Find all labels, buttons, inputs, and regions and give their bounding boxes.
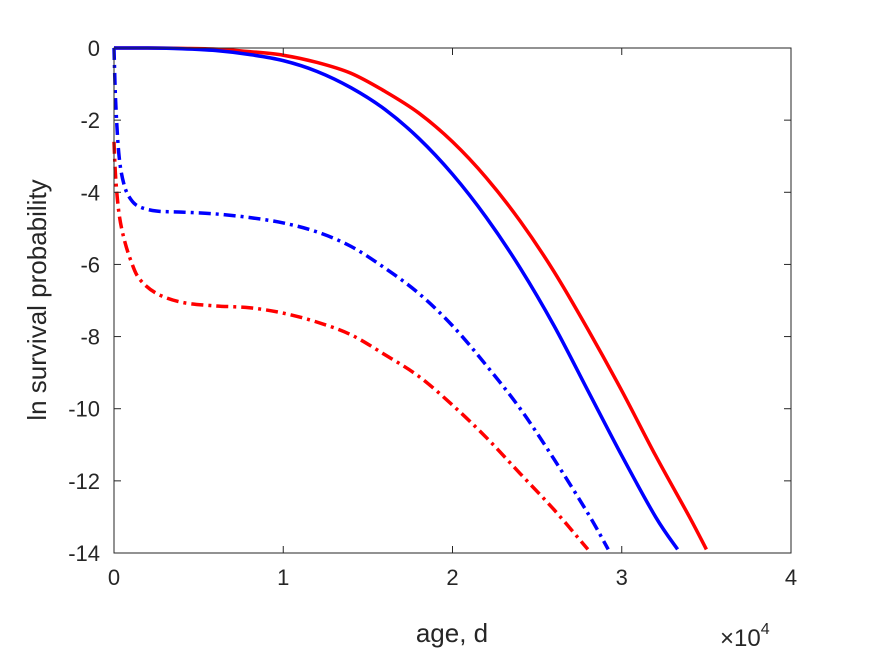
y-tick-label: -12: [68, 469, 100, 494]
y-tick-label: -4: [80, 180, 100, 205]
y-tick-label: -14: [68, 541, 100, 566]
x-tick-label: 4: [785, 565, 797, 590]
y-axis-label: ln survival probability: [22, 179, 52, 420]
x-axis-label: age, d: [416, 618, 488, 648]
y-tick-label: -10: [68, 397, 100, 422]
x-exponent-power: 4: [761, 621, 770, 638]
y-tick-label: 0: [88, 36, 100, 61]
series-line-red-dashdot: [112, 141, 590, 551]
y-tick-label: -8: [80, 325, 100, 350]
tick-layer: 0 1 2 3 4 0 -2 -4 -6 -8 -10 -12 -14: [68, 36, 797, 590]
y-tick-label: -6: [80, 252, 100, 277]
x-tick-label: 0: [108, 565, 120, 590]
x-tick-label: 2: [446, 565, 458, 590]
x-exponent-base: 10: [734, 625, 761, 652]
x-axis-exponent: ×104: [720, 621, 770, 652]
y-tick-label: -2: [80, 108, 100, 133]
series-layer: [112, 46, 708, 551]
x-tick-label: 1: [277, 565, 289, 590]
series-line-blue-solid: [113, 46, 680, 551]
x-tick-label: 3: [616, 565, 628, 590]
series-line-blue-dashdot: [112, 47, 610, 551]
plot-area: [114, 48, 791, 553]
